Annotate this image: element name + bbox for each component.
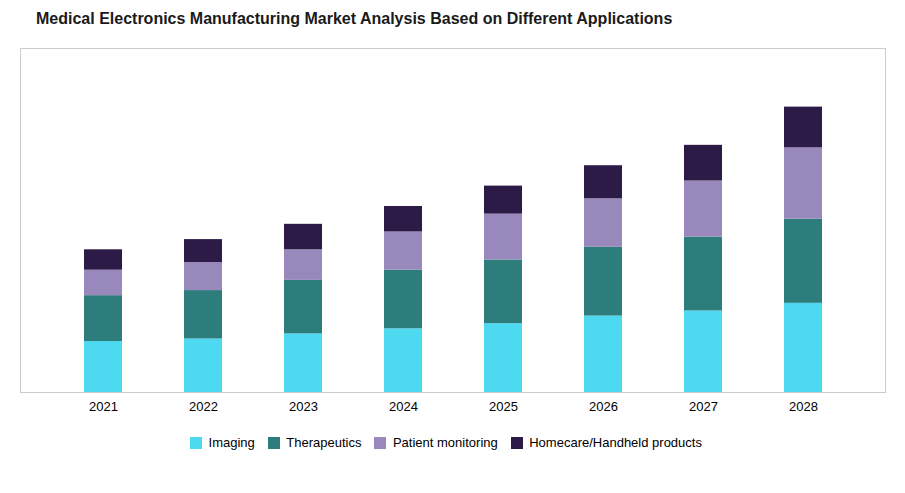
svg-text:2022: 2022 bbox=[189, 399, 218, 414]
html-text:Patient monitoring: Patient monitoring bbox=[393, 435, 498, 450]
html-text:Therapeutics: Therapeutics bbox=[286, 435, 362, 450]
svg-text:2027: 2027 bbox=[689, 399, 718, 414]
html-text:Medical Electronics Manufactur: Medical Electronics Manufacturing Market… bbox=[36, 10, 673, 27]
svg-text:2025: 2025 bbox=[489, 399, 518, 414]
svg-text:2023: 2023 bbox=[289, 399, 318, 414]
svg-text:2026: 2026 bbox=[589, 399, 618, 414]
svg-text:2021: 2021 bbox=[89, 399, 118, 414]
html-text:Homecare/Handheld products: Homecare/Handheld products bbox=[529, 435, 702, 450]
svg-text:2024: 2024 bbox=[389, 399, 418, 414]
svg-text:2028: 2028 bbox=[789, 399, 818, 414]
html-text:Imaging: Imaging bbox=[208, 435, 255, 450]
